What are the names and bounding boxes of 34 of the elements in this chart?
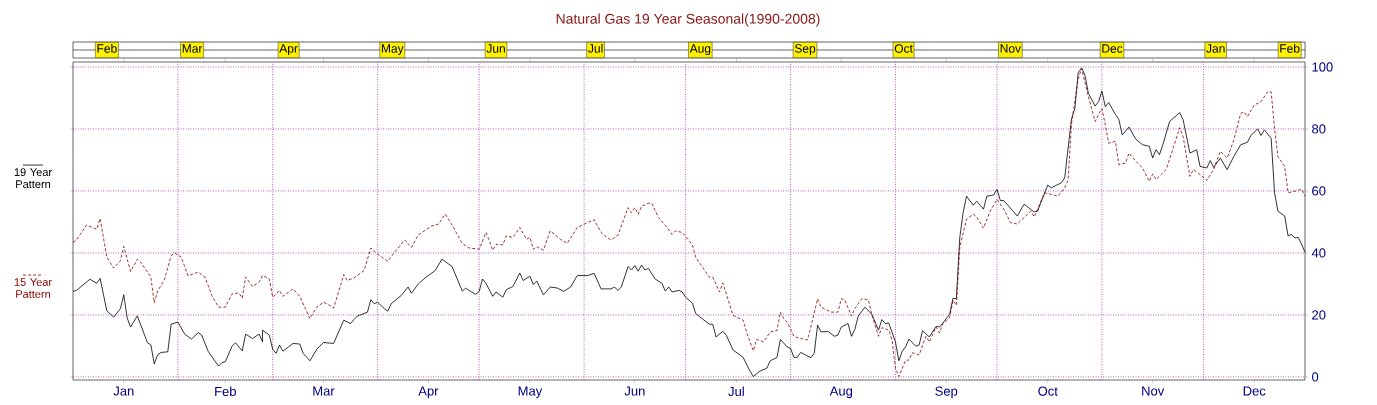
text: May <box>381 44 404 56</box>
chart-title: Natural Gas 19 Year Seasonal(1990-2008) <box>556 13 820 27</box>
y-tick-label: 100 <box>1312 62 1333 72</box>
text: Jan <box>1206 44 1225 53</box>
x-tick-label: Mar <box>313 386 335 396</box>
text: Feb <box>1280 43 1300 53</box>
x-tick-label: Feb <box>215 386 236 397</box>
text: Jun <box>486 44 505 53</box>
legend-label: 19 Year Pattern <box>14 168 52 189</box>
x-tick-label: Apr <box>418 386 439 399</box>
x-tick-label: Oct <box>1038 386 1058 396</box>
text: Oct <box>894 44 913 53</box>
x-tick-label: Jan <box>113 386 134 396</box>
text: Apr <box>279 44 298 56</box>
y-tick-label: 0 <box>1312 372 1319 382</box>
text: Nov <box>1000 44 1021 53</box>
x-tick-label: Nov <box>1142 386 1165 396</box>
x-tick-label: May <box>518 386 543 399</box>
x-tick-label: Jun <box>624 386 645 396</box>
x-tick-label: Sep <box>935 386 958 399</box>
x-tick-label: Dec <box>1243 386 1266 396</box>
y-tick-label: 40 <box>1311 248 1326 258</box>
text: Sep <box>794 44 816 56</box>
text: Jul <box>588 43 603 53</box>
text: Aug <box>689 44 711 56</box>
y-tick-label: 20 <box>1312 310 1326 320</box>
legend-label: 15 Year Pattern <box>14 278 52 298</box>
text: Mar <box>182 44 203 53</box>
x-tick-label: Aug <box>829 386 853 399</box>
y-tick-label: 60 <box>1312 186 1326 196</box>
y-tick-label: 80 <box>1312 124 1326 134</box>
text: Feb <box>97 43 117 53</box>
x-tick-label: Jul <box>728 386 744 397</box>
text: Dec <box>1102 44 1123 53</box>
